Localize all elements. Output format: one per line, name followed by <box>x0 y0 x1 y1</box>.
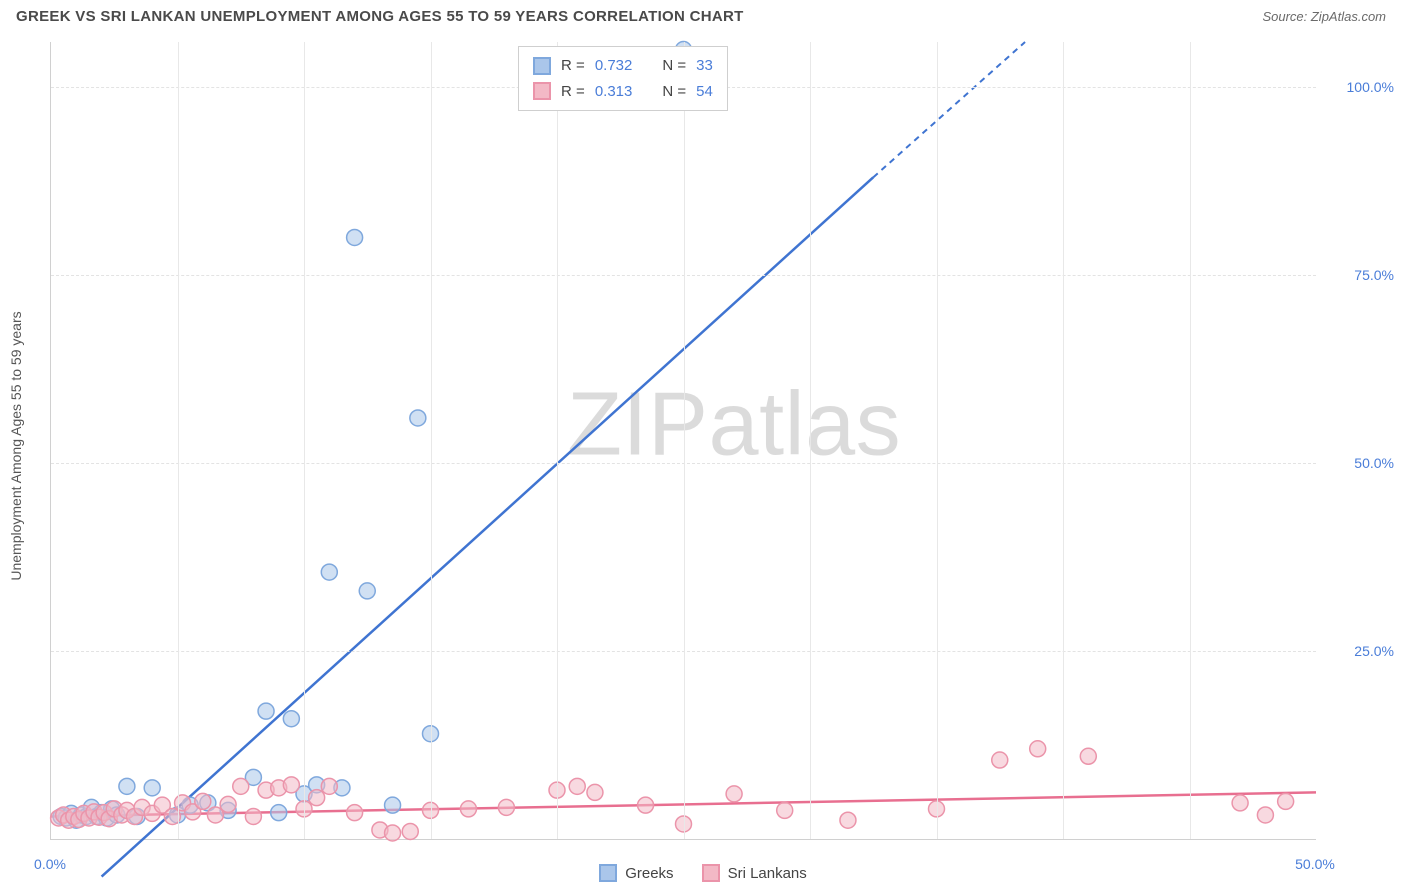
gridline-v <box>431 42 432 839</box>
data-point <box>359 583 375 599</box>
trend-line <box>102 177 874 876</box>
data-point <box>220 796 236 812</box>
legend-stats: R = 0.732 N = 33 R = 0.313 N = 54 <box>518 46 728 111</box>
y-tick-label: 75.0% <box>1354 267 1394 283</box>
legend-r-value: 0.313 <box>595 79 633 105</box>
chart-title: GREEK VS SRI LANKAN UNEMPLOYMENT AMONG A… <box>16 8 744 25</box>
legend-n-label: N = <box>662 79 686 105</box>
data-point <box>569 778 585 794</box>
legend-swatch <box>533 82 551 100</box>
data-point <box>402 823 418 839</box>
data-point <box>1232 795 1248 811</box>
legend-n-value: 33 <box>696 53 713 79</box>
legend-item: Sri Lankans <box>702 864 807 882</box>
data-point <box>195 793 211 809</box>
legend-bottom: Greeks Sri Lankans <box>0 864 1406 882</box>
y-axis-label: Unemployment Among Ages 55 to 59 years <box>8 311 24 580</box>
legend-r-value: 0.732 <box>595 53 633 79</box>
data-point <box>245 808 261 824</box>
data-point <box>321 564 337 580</box>
data-point <box>1257 807 1273 823</box>
y-tick-label: 100.0% <box>1347 79 1394 95</box>
data-point <box>271 805 287 821</box>
data-point <box>1030 741 1046 757</box>
data-point <box>638 797 654 813</box>
data-point <box>309 790 325 806</box>
legend-n-label: N = <box>662 53 686 79</box>
plot-area: ZIPatlas <box>50 42 1316 840</box>
legend-swatch <box>702 864 720 882</box>
data-point <box>347 229 363 245</box>
legend-r-label: R = <box>561 79 585 105</box>
x-tick-label: 0.0% <box>34 856 66 872</box>
legend-stats-row: R = 0.732 N = 33 <box>533 53 713 79</box>
data-point <box>119 778 135 794</box>
gridline-v <box>810 42 811 839</box>
data-point <box>144 780 160 796</box>
data-point <box>321 778 337 794</box>
data-point <box>840 812 856 828</box>
data-point <box>1278 793 1294 809</box>
x-tick-label: 50.0% <box>1295 856 1335 872</box>
legend-stats-row: R = 0.313 N = 54 <box>533 79 713 105</box>
gridline-v <box>178 42 179 839</box>
legend-r-label: R = <box>561 53 585 79</box>
data-point <box>587 784 603 800</box>
y-tick-label: 50.0% <box>1354 455 1394 471</box>
data-point <box>410 410 426 426</box>
data-point <box>460 801 476 817</box>
data-point <box>498 799 514 815</box>
data-point <box>992 752 1008 768</box>
gridline-v <box>1063 42 1064 839</box>
legend-swatch <box>533 57 551 75</box>
header: GREEK VS SRI LANKAN UNEMPLOYMENT AMONG A… <box>0 0 1406 31</box>
legend-label: Greeks <box>625 865 673 882</box>
gridline-v <box>304 42 305 839</box>
data-point <box>233 778 249 794</box>
data-point <box>777 802 793 818</box>
legend-n-value: 54 <box>696 79 713 105</box>
gridline-v <box>557 42 558 839</box>
gridline-v <box>1190 42 1191 839</box>
source-label: Source: ZipAtlas.com <box>1262 9 1386 24</box>
data-point <box>347 805 363 821</box>
legend-label: Sri Lankans <box>728 865 807 882</box>
legend-item: Greeks <box>599 864 673 882</box>
data-point <box>726 786 742 802</box>
legend-swatch <box>599 864 617 882</box>
data-point <box>283 777 299 793</box>
y-tick-label: 25.0% <box>1354 643 1394 659</box>
trend-line-extend <box>873 42 1025 177</box>
data-point <box>283 711 299 727</box>
data-point <box>258 703 274 719</box>
data-point <box>385 825 401 841</box>
gridline-v <box>684 42 685 839</box>
data-point <box>1080 748 1096 764</box>
gridline-v <box>937 42 938 839</box>
data-point <box>385 797 401 813</box>
